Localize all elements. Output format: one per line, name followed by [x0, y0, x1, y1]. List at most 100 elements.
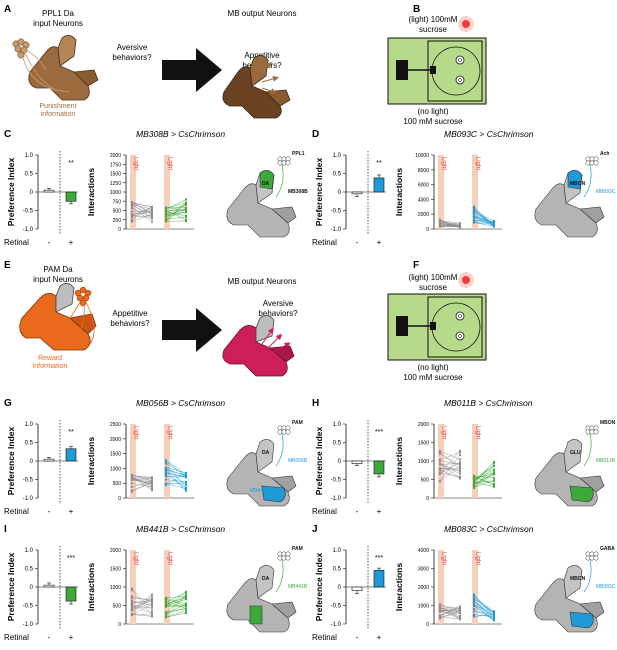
- neuron-cluster: [277, 156, 291, 166]
- panel-a-info-2: information: [41, 111, 76, 118]
- projection-line: [275, 433, 284, 467]
- pair-point: [151, 478, 153, 481]
- pair-point: [151, 209, 153, 212]
- panel-g: G MB056B > CsChrimson Preference Index 1.0 0…: [4, 398, 308, 516]
- neuron-cluster: [277, 551, 291, 561]
- pair-point: [165, 600, 167, 603]
- pair-point: [131, 595, 133, 598]
- y-tick-label: 1000: [110, 585, 121, 591]
- mb-calyx: [579, 206, 605, 224]
- pair-point: [459, 610, 461, 613]
- light-label: Light: [441, 426, 447, 439]
- y-tick-label: 0: [118, 227, 121, 233]
- panel-title: MB056B > CsChrimson: [136, 398, 225, 408]
- pair-line: [131, 613, 153, 616]
- y-tick-label: 0.5: [25, 441, 34, 447]
- neuron-cell: [585, 551, 591, 557]
- pair-point: [165, 603, 167, 606]
- mb-calyx: [271, 206, 297, 224]
- light-label: Light: [133, 157, 139, 170]
- pair-point: [131, 589, 133, 592]
- pair-point: [185, 219, 187, 222]
- pair-point: [151, 217, 153, 220]
- pair-line: [131, 203, 153, 208]
- light-label: Light: [167, 426, 173, 439]
- pair-point: [185, 596, 187, 599]
- panel-letter: G: [4, 398, 12, 409]
- pair-point: [493, 460, 495, 463]
- pair-line: [439, 450, 461, 474]
- y-tick-label: 500: [113, 604, 122, 610]
- neuron-cell: [585, 425, 591, 431]
- pair-point: [473, 480, 475, 483]
- pair-point: [459, 470, 461, 473]
- panel-b-top-1: (light) 100mM: [409, 15, 458, 24]
- light-label: Light: [167, 552, 173, 565]
- light-label: Light: [167, 157, 173, 170]
- light-icon: [462, 276, 470, 284]
- category-label: -: [356, 238, 359, 247]
- pair-point: [459, 451, 461, 454]
- pair-line: [473, 465, 495, 488]
- neuron-cell: [593, 555, 599, 561]
- pair-point: [185, 489, 187, 492]
- pair-point: [165, 601, 167, 604]
- pair-line: [439, 463, 461, 474]
- neuron-cluster: [585, 156, 599, 166]
- panel-i: I MB441B > CsChrimson Preference Index 1.0 0…: [4, 524, 308, 642]
- neuron-cell: [589, 429, 595, 435]
- pair-point: [493, 479, 495, 482]
- pair-point: [131, 478, 133, 481]
- pair-point: [165, 462, 167, 465]
- y-tick-label: 500: [113, 209, 122, 215]
- light-band: [472, 550, 478, 624]
- pair-point: [165, 470, 167, 473]
- y-axis-label: Preference Index: [314, 426, 324, 495]
- significance-label: **: [376, 160, 382, 167]
- pair-point: [459, 614, 461, 617]
- pair-point: [493, 221, 495, 224]
- light-label: Light: [441, 552, 447, 565]
- pair-point: [493, 220, 495, 223]
- pair-point: [131, 607, 133, 610]
- y-tick-label: 1000: [110, 190, 121, 196]
- light-band: [130, 550, 136, 624]
- pair-point: [459, 449, 461, 452]
- panel-letter: J: [312, 524, 318, 535]
- panel-b-bottom-2: 100 mM sucrose: [403, 117, 463, 126]
- y-tick-label: 2000: [418, 422, 429, 428]
- pair-line: [131, 588, 153, 612]
- diagram-label: GLU: [570, 450, 581, 456]
- neuron-cell: [281, 429, 287, 435]
- pair-point: [185, 611, 187, 614]
- mb-lobe: [226, 578, 290, 633]
- light-band: [438, 155, 444, 229]
- pair-point: [131, 220, 133, 223]
- pair-point: [493, 468, 495, 471]
- pair-point: [439, 607, 441, 610]
- panel-a-question-1a: Aversive: [117, 43, 148, 52]
- mb-schematic: MBON GLU MB011B: [534, 420, 616, 507]
- y-tick-label: 1.0: [25, 548, 34, 554]
- light-icon: [462, 20, 470, 28]
- pair-point: [185, 476, 187, 479]
- diagram-label: MBON: [570, 576, 586, 582]
- diagram-label: PPL1: [292, 151, 305, 157]
- neuron-cell: [593, 156, 599, 162]
- diagram-label: MB441B: [250, 488, 270, 494]
- pair-point: [473, 205, 475, 208]
- mb-schematic: GABA MBON MB083C: [534, 546, 616, 633]
- pair-point: [493, 617, 495, 620]
- pair-point: [185, 591, 187, 594]
- pair-point: [459, 612, 461, 615]
- panel-letter: C: [4, 129, 11, 140]
- retinal-label: Retinal: [312, 633, 337, 642]
- pair-point: [185, 214, 187, 217]
- pair-point: [493, 224, 495, 227]
- pair-line: [165, 211, 187, 217]
- pair-point: [439, 606, 441, 609]
- pair-point: [131, 206, 133, 209]
- pair-point: [165, 209, 167, 212]
- pi-bar: [65, 448, 77, 462]
- retinal-label: Retinal: [312, 507, 337, 516]
